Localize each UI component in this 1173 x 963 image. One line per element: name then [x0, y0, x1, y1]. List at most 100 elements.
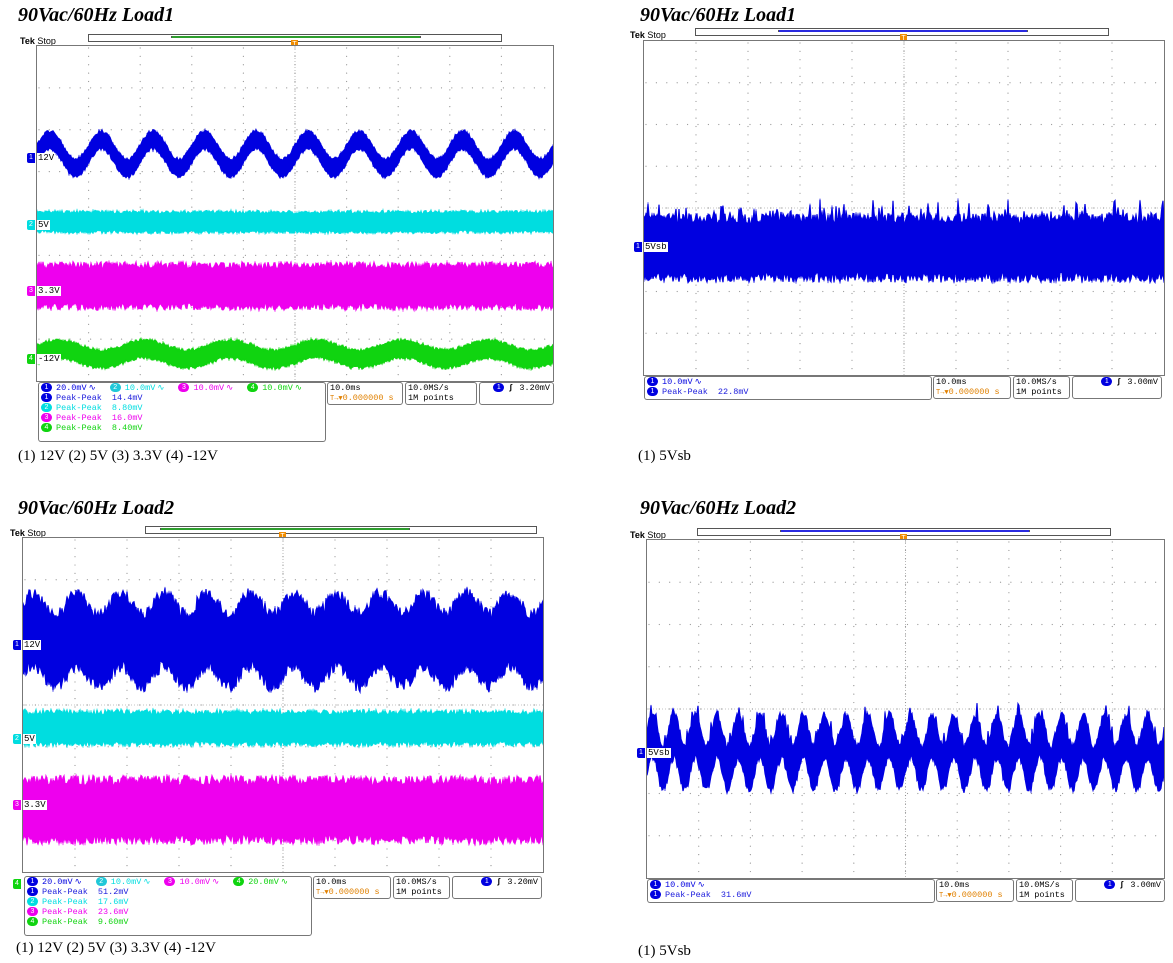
- grid-dot: [88, 256, 90, 258]
- channel-badge: 2: [27, 897, 38, 907]
- sample-rate: 10.0MS/s: [408, 383, 449, 393]
- grid-dot: [315, 704, 317, 706]
- grid-dot: [853, 870, 855, 873]
- grid-dot: [1060, 794, 1062, 797]
- grid-dot: [917, 792, 919, 795]
- bandwidth-icon: ∿: [212, 877, 220, 887]
- grid-dot: [178, 539, 180, 541]
- grid-dot: [523, 129, 525, 131]
- grid-dot: [461, 171, 463, 173]
- grid-dot: [956, 600, 958, 602]
- grid-dot: [317, 338, 319, 340]
- grid-dot: [1113, 165, 1115, 167]
- grid-dot: [1111, 100, 1113, 103]
- grid-dot: [334, 539, 336, 541]
- grid-dot: [1007, 317, 1009, 320]
- grid-dot: [74, 681, 76, 683]
- grid-dot: [958, 835, 960, 837]
- grid-dot: [1103, 792, 1105, 795]
- grid-dot: [695, 334, 697, 336]
- grid-dot: [141, 254, 143, 256]
- grid-dot: [1111, 642, 1113, 644]
- grid-dot: [449, 248, 451, 250]
- grid-dot: [955, 184, 957, 186]
- grid-dot: [1071, 290, 1073, 293]
- grid-dot: [801, 845, 803, 847]
- measurement-row: 1 Peak-Peak 22.8mV: [645, 387, 931, 397]
- grid-dot: [1134, 123, 1136, 126]
- grid-dot: [430, 338, 432, 340]
- grid-dot: [242, 106, 244, 108]
- grid-dot: [337, 87, 339, 89]
- grid-dot: [1051, 82, 1053, 84]
- rising-edge-icon: ʃ: [508, 383, 514, 393]
- grid-dot: [74, 706, 76, 708]
- grid-dot: [669, 666, 671, 668]
- grid-dot: [749, 617, 751, 619]
- grid-dot: [978, 207, 980, 209]
- grid-dot: [989, 581, 991, 583]
- grid-dot: [378, 338, 381, 340]
- measurement-name: Peak-Peak: [56, 393, 102, 403]
- grid-dot: [956, 634, 958, 636]
- grid-dot: [801, 651, 803, 653]
- grid-dot: [747, 150, 749, 153]
- grid-dot: [749, 290, 751, 293]
- grid-dot: [242, 206, 244, 208]
- grid-dot: [747, 309, 749, 311]
- grid-dot: [679, 792, 681, 795]
- grid-dot: [88, 89, 90, 91]
- volts-per-div: 10.0mV: [665, 880, 696, 890]
- grid-dot: [242, 315, 244, 317]
- grid-dot: [90, 171, 92, 173]
- grid-dot: [648, 835, 650, 837]
- grid-dot: [88, 189, 90, 191]
- grid-dot: [88, 139, 90, 141]
- grid-dot: [927, 835, 929, 837]
- grid-dot: [203, 171, 205, 173]
- grid-dot: [645, 207, 647, 209]
- grid-dot: [45, 579, 47, 581]
- grid-dot: [1111, 209, 1113, 211]
- grid-dot: [851, 309, 853, 311]
- grid-dot: [502, 746, 504, 748]
- bandwidth-icon: ∿: [226, 383, 234, 393]
- grid-dot: [791, 165, 793, 167]
- grid-dot: [151, 254, 154, 256]
- grid-dot: [286, 87, 288, 89]
- grid-dot: [926, 123, 928, 126]
- grid-dot: [749, 820, 751, 822]
- grid-dot: [896, 666, 898, 668]
- grid-dot: [979, 581, 981, 583]
- grid-dot: [851, 42, 853, 44]
- grid-dot: [397, 256, 399, 258]
- grid-dot: [48, 87, 50, 89]
- grid-dot: [865, 792, 867, 795]
- record-window: [171, 36, 421, 38]
- grid-dot: [749, 575, 751, 577]
- grid-dot: [957, 123, 959, 126]
- grid-dot: [853, 583, 855, 585]
- time-per-div: 10.0ms: [936, 377, 967, 387]
- trigger-position: T→▼0.000000 s: [937, 890, 1013, 900]
- grid-dot: [801, 811, 803, 813]
- grid-dot: [450, 579, 452, 581]
- grid-dot: [1134, 82, 1136, 84]
- grid-dot: [1072, 666, 1074, 668]
- grid-dot: [74, 581, 76, 583]
- grid-dot: [294, 206, 296, 208]
- grid-dot: [1008, 701, 1010, 704]
- grid-dot: [739, 123, 741, 126]
- grid-dot: [284, 579, 286, 581]
- grid-dot: [1071, 165, 1073, 167]
- grid-dot: [895, 332, 897, 334]
- grid-dot: [79, 129, 81, 131]
- grid-dot: [853, 685, 855, 687]
- grid-dot: [1007, 67, 1009, 69]
- grid-dot: [1111, 651, 1113, 653]
- grid-dot: [334, 865, 336, 867]
- grid-dot: [813, 835, 816, 837]
- grid-dot: [917, 581, 919, 583]
- grid-dot: [242, 365, 244, 367]
